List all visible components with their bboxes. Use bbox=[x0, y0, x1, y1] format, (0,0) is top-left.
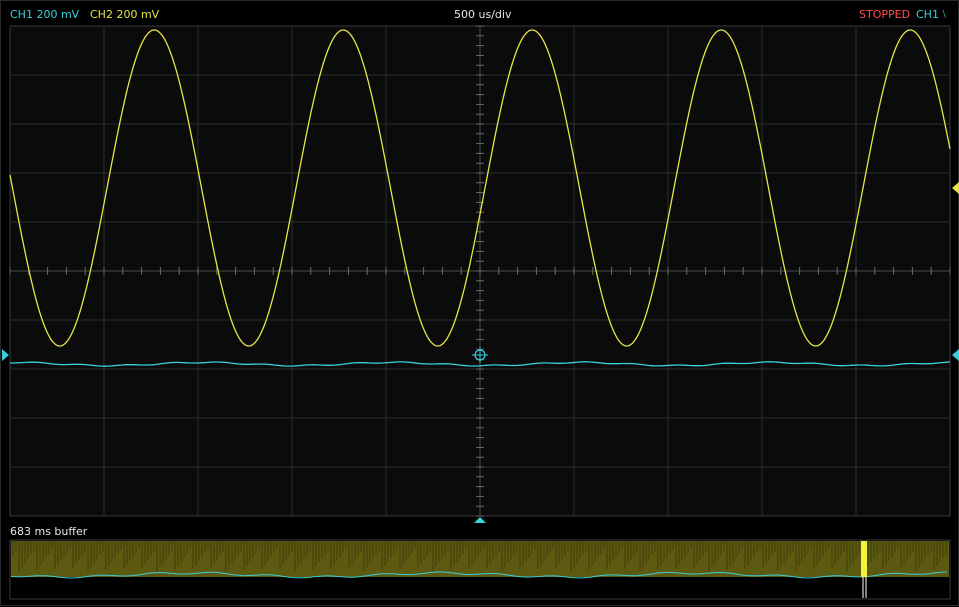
crosshair-circle-icon[interactable] bbox=[472, 347, 488, 363]
ch2-trace bbox=[9, 29, 951, 347]
triangle-up-icon[interactable] bbox=[474, 517, 486, 523]
ch1-trace bbox=[10, 361, 951, 367]
buffer-label: 683 ms buffer bbox=[10, 525, 88, 538]
top-status-bar: CH1 200 mV CH2 200 mV 500 us/div STOPPED… bbox=[1, 1, 959, 25]
buffer-view-window[interactable] bbox=[861, 541, 867, 577]
triangle-right-icon[interactable] bbox=[2, 349, 9, 361]
triangle-left-icon[interactable] bbox=[952, 349, 959, 361]
timebase-label[interactable]: 500 us/div bbox=[454, 8, 512, 21]
acquisition-status[interactable]: STOPPED bbox=[859, 8, 911, 21]
triangle-left-icon[interactable] bbox=[952, 182, 959, 194]
ch1-scale-label[interactable]: CH1 200 mV bbox=[10, 8, 80, 21]
buffer-overview-waveform bbox=[12, 541, 947, 571]
trigger-source-label[interactable]: CH1 ⧵ bbox=[916, 8, 946, 21]
buffer-overview-ch1 bbox=[10, 571, 948, 579]
ch2-scale-label[interactable]: CH2 200 mV bbox=[90, 8, 160, 21]
